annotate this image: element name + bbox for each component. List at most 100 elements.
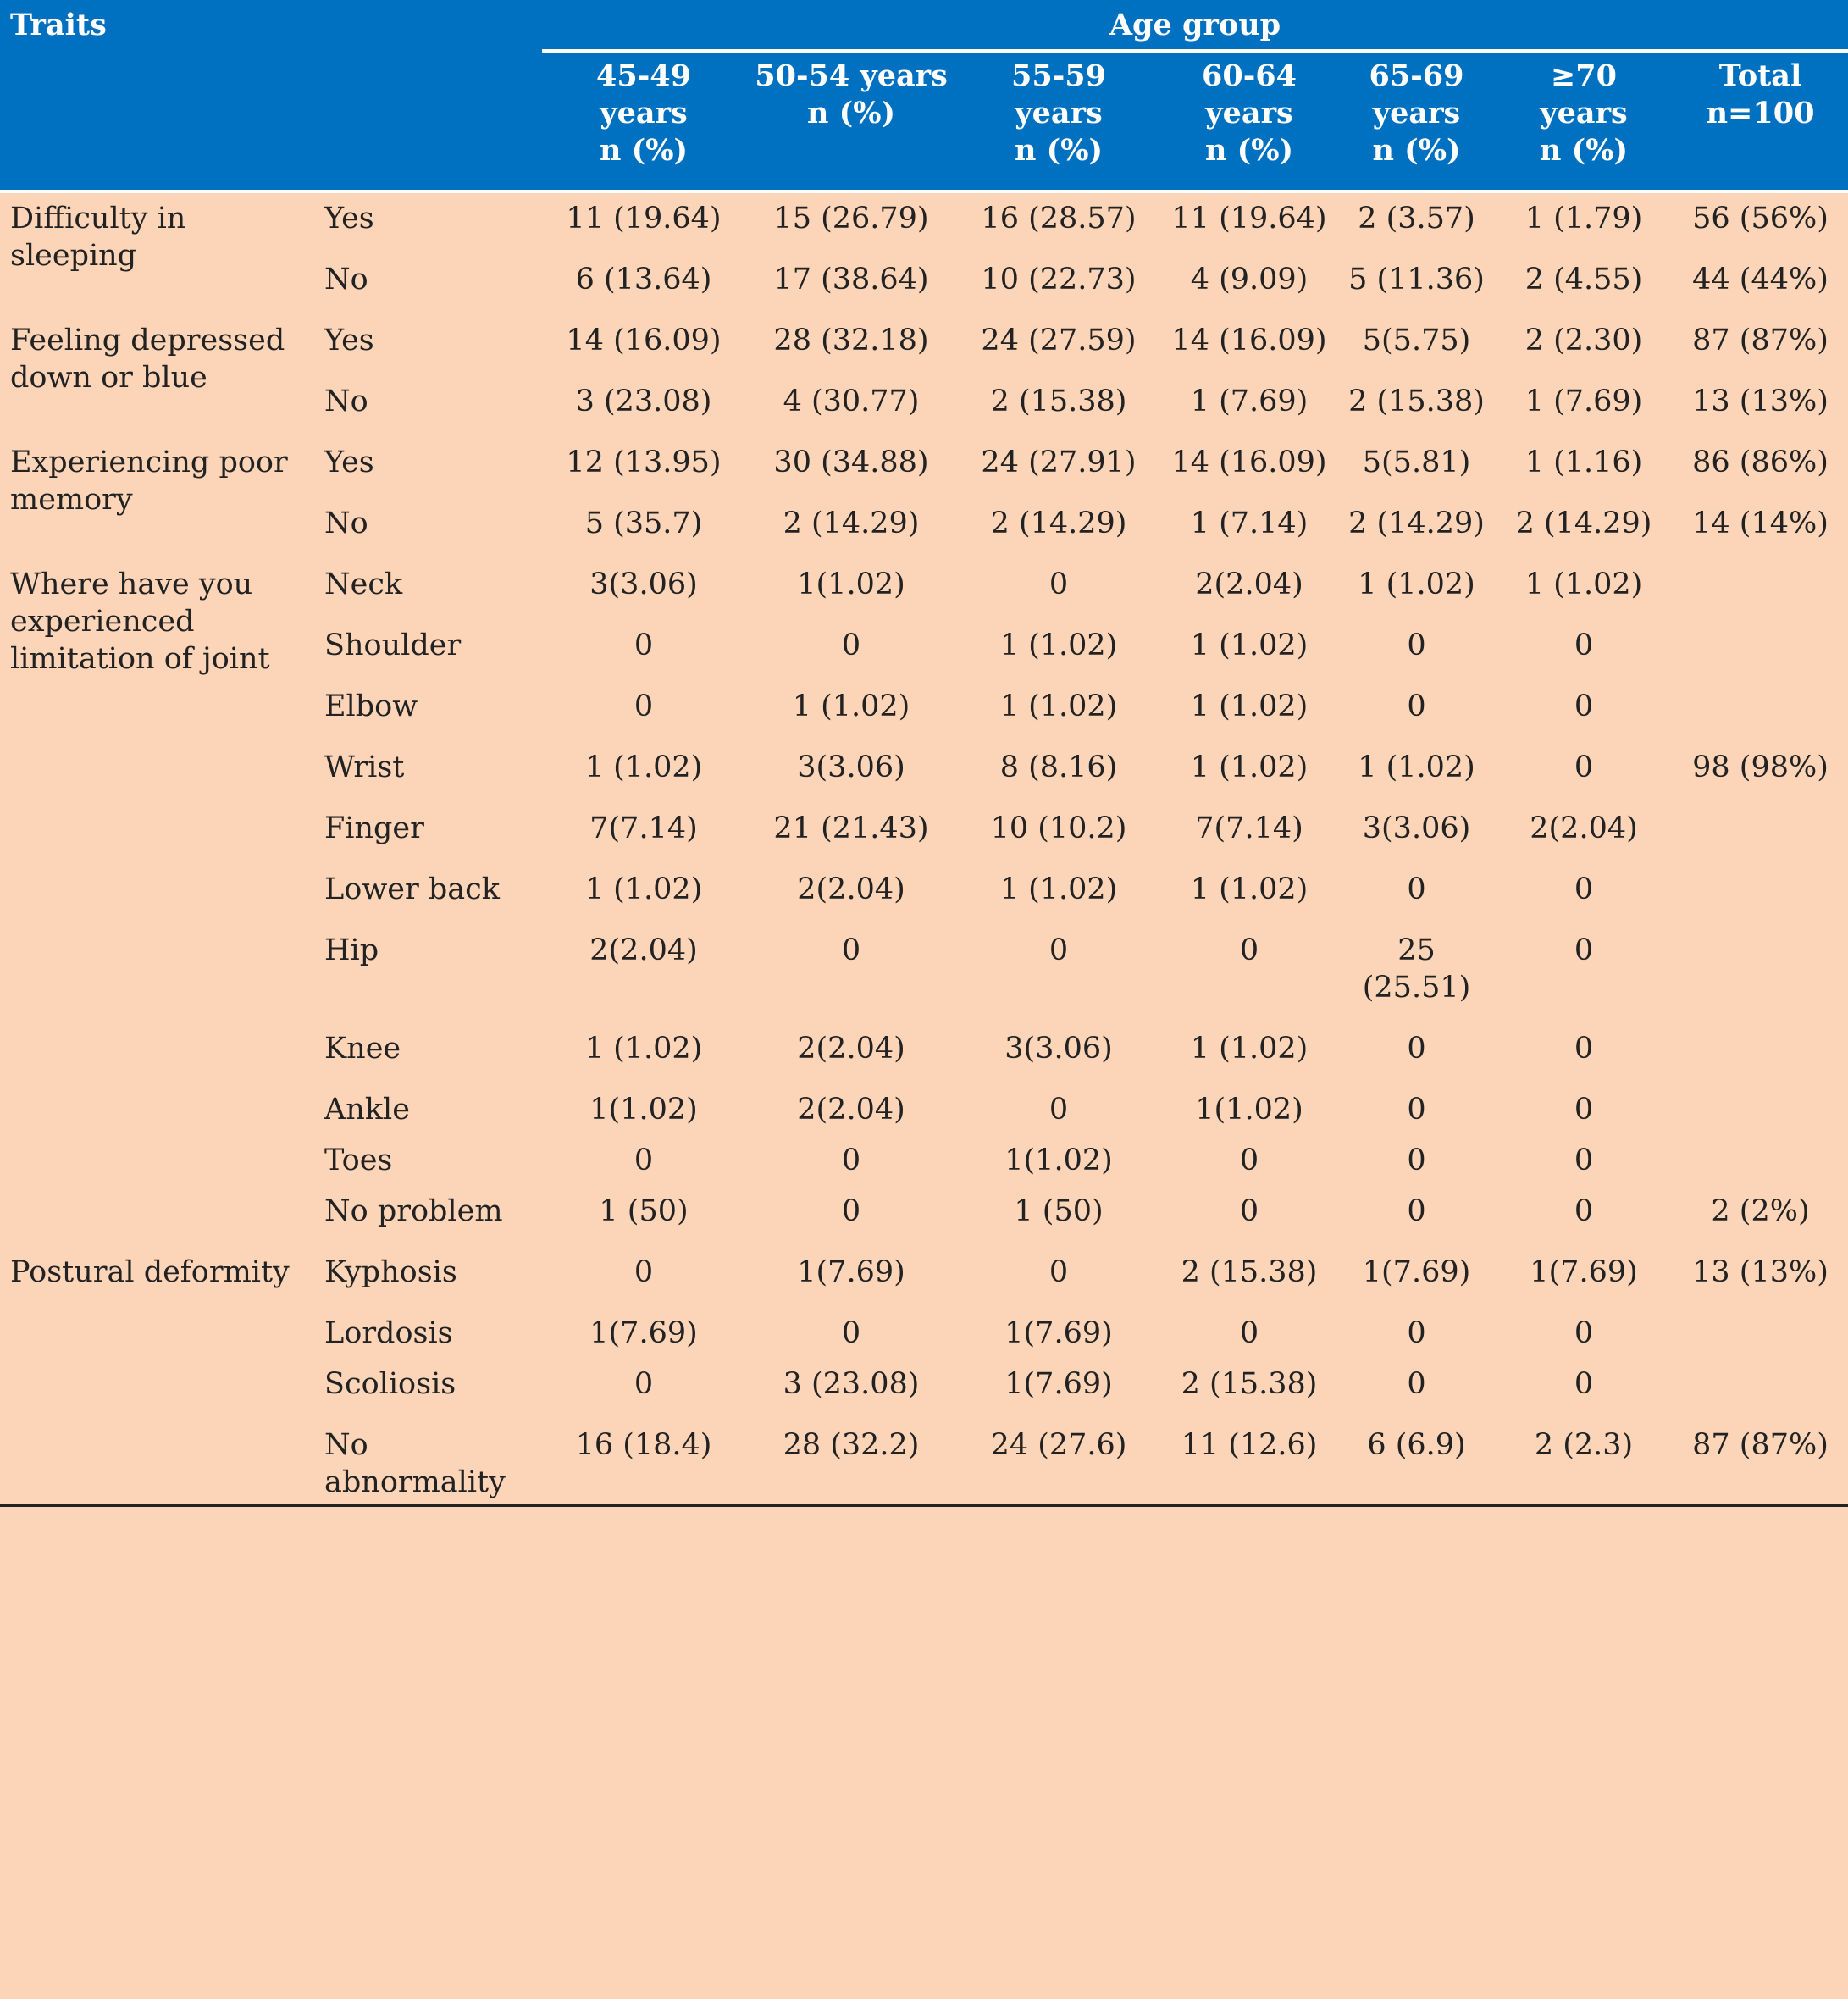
table-cell: 6 (6.9) (1367, 1428, 1466, 1462)
blank-header-cell (0, 51, 543, 190)
table-cell: 2(2.04) (797, 1093, 905, 1127)
total-cell (1673, 803, 1848, 864)
table-row: Experiencing poor memory Yes 12 (13.95) … (0, 437, 1848, 517)
table-cell: 5 (35.7) (584, 507, 703, 540)
table-row: Knee 1 (1.02) 2(2.04) 3(3.06) 1 (1.02) 0… (0, 1023, 1848, 1084)
table-cell: 14 (16.09) (1171, 324, 1327, 357)
table-cell: 0 (1574, 1367, 1594, 1401)
table-cell: 1(7.69) (1530, 1255, 1638, 1289)
sub-label: Yes (324, 324, 374, 357)
total-cell (1673, 864, 1848, 925)
table-cell: 0 (1574, 1316, 1594, 1350)
table-row: No 6 (13.64) 17 (38.64) 10 (22.73) 4 (9.… (0, 254, 1848, 315)
table-cell: 24 (27.91) (981, 446, 1137, 479)
table-cell: 0 (1239, 1316, 1259, 1350)
total-cell: 56 (56%) (1692, 202, 1829, 235)
table-row: Ankle 1(1.02) 2(2.04) 0 1(1.02) 0 0 (0, 1084, 1848, 1135)
total-cell (1673, 559, 1848, 620)
table-cell: 5(5.81) (1362, 446, 1471, 479)
table-cell: 0 (1407, 872, 1426, 906)
table-cell: 10 (10.2) (990, 811, 1127, 845)
table-cell: 0 (841, 628, 861, 662)
table-cell: 28 (32.18) (773, 324, 929, 357)
header-separator (0, 190, 1848, 193)
table-row: Difficulty in sleeping Yes 11 (19.64) 15… (0, 193, 1848, 273)
table-row: No 5 (35.7) 2 (14.29) 2 (14.29) 1 (7.14)… (0, 498, 1848, 559)
table-cell: 1(1.02) (589, 1093, 698, 1127)
sub-label: Kyphosis (324, 1255, 457, 1289)
table-cell: 2 (14.29) (1348, 507, 1485, 540)
table-cell: 1(7.69) (589, 1316, 698, 1350)
table-cell: 11 (19.64) (566, 202, 722, 235)
total-cell: 13 (13%) (1692, 385, 1829, 418)
col-header-50-54: 50-54 years n (%) (745, 49, 958, 190)
table-cell: 3(3.06) (589, 568, 698, 601)
table-cell: 3 (23.08) (575, 385, 712, 418)
table-cell: 0 (1048, 1093, 1069, 1127)
table-row: Wrist 1 (1.02) 3(3.06) 8 (8.16) 1 (1.02)… (0, 742, 1848, 803)
table-cell: 1 (7.69) (1190, 385, 1309, 418)
table-cell: 3(3.06) (1362, 811, 1471, 845)
table-cell: 0 (1239, 1194, 1259, 1228)
table-cell: 1(7.69) (1004, 1367, 1113, 1401)
table-cell: 8 (8.16) (999, 750, 1118, 784)
table-cell: 0 (634, 628, 654, 662)
sub-label: Scoliosis (324, 1367, 456, 1401)
table-cell: 1 (1.02) (1190, 750, 1309, 784)
sub-label: No (324, 385, 368, 418)
table-cell: 0 (1574, 872, 1594, 906)
table-cell: 11 (12.6) (1181, 1428, 1318, 1462)
table-cell: 0 (634, 1367, 654, 1401)
table-cell: 2(2.04) (797, 1032, 905, 1066)
table-cell: 7(7.14) (589, 811, 698, 845)
col-header-65-69: 65-69 years n (%) (1338, 49, 1496, 190)
table-cell: 17 (38.64) (773, 263, 929, 296)
sub-label: Shoulder (324, 628, 462, 662)
table-cell: 14 (16.09) (566, 324, 722, 357)
table-cell: 3(3.06) (797, 750, 905, 784)
table-cell: 1 (50) (1014, 1194, 1104, 1228)
table-cell: 0 (1574, 750, 1594, 784)
total-cell (1673, 925, 1848, 1023)
sub-label: Yes (324, 202, 374, 235)
table-cell: 24 (27.6) (990, 1428, 1127, 1462)
col-header-60-64: 60-64 years n (%) (1160, 49, 1339, 190)
table-row: Feeling depressed down or blue Yes 14 (1… (0, 315, 1848, 395)
table-cell: 2 (2.3) (1534, 1428, 1634, 1462)
table-row: Finger 7(7.14) 21 (21.43) 10 (10.2) 7(7.… (0, 803, 1848, 864)
table-cell: 0 (634, 689, 654, 723)
table-row: Postural deformity Kyphosis 0 1(7.69) 0 … (0, 1247, 1848, 1308)
total-cell: 87 (87%) (1692, 324, 1829, 357)
col-header-55-59: 55-59 years n (%) (957, 49, 1161, 190)
trait-label: Where have you experienced limitation of… (10, 568, 270, 676)
table-row: Lordosis 1(7.69) 0 1(7.69) 0 0 0 (0, 1308, 1848, 1359)
table-cell: 0 (1048, 933, 1069, 967)
traits-by-age-table: Traits Age group 45-49 years n (%) 50-54 y… (0, 0, 1848, 1499)
sub-label: Ankle (324, 1093, 410, 1127)
table-cell: 16 (28.57) (981, 202, 1137, 235)
sub-label: Lordosis (324, 1316, 453, 1350)
table-cell: 2 (15.38) (1348, 385, 1485, 418)
table-row: No problem 1 (50) 0 1 (50) 0 0 0 2 (2%) (0, 1186, 1848, 1247)
table-cell: 0 (1407, 1316, 1426, 1350)
table-cell: 2 (3.57) (1358, 202, 1475, 235)
table-cell: 16 (18.4) (575, 1428, 712, 1462)
table-row: Hip 2(2.04) 0 0 0 25 (25.51) 0 (0, 925, 1848, 1023)
table-row: Shoulder 0 0 1 (1.02) 1 (1.02) 0 0 (0, 620, 1848, 681)
sub-label: Lower back (324, 872, 500, 906)
table-cell: 1 (1.02) (1524, 568, 1643, 601)
col-header-45-49: 45-49 years n (%) (542, 49, 746, 190)
total-cell (1673, 1084, 1848, 1135)
table-cell: 1 (1.02) (1190, 628, 1309, 662)
table-cell: 0 (1407, 1093, 1426, 1127)
table-cell: 28 (32.2) (783, 1428, 920, 1462)
sub-label: No abnormality (324, 1428, 506, 1499)
table-row: Elbow 0 1 (1.02) 1 (1.02) 1 (1.02) 0 0 (0, 681, 1848, 742)
age-group-header: Age group (542, 0, 1848, 51)
table-cell: 1(1.02) (1195, 1093, 1303, 1127)
table-cell: 1 (1.02) (999, 689, 1118, 723)
table-cell: 1 (1.02) (1358, 750, 1475, 784)
table-cell: 2 (14.29) (990, 507, 1127, 540)
table-row: Scoliosis 0 3 (23.08) 1(7.69) 2 (15.38) … (0, 1359, 1848, 1420)
table-cell: 0 (1574, 628, 1594, 662)
